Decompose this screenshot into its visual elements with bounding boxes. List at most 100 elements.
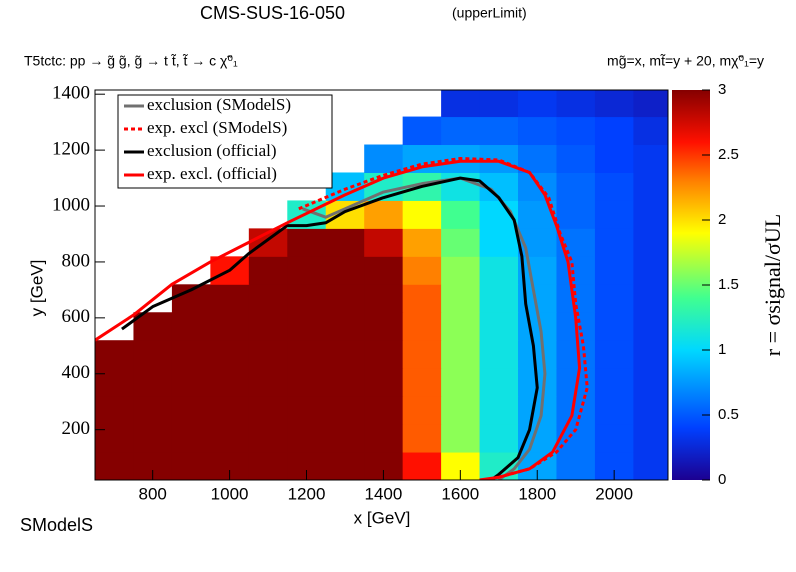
chart-title: CMS-SUS-16-050 bbox=[200, 3, 345, 23]
heatmap-cell bbox=[287, 340, 327, 369]
heatmap-cell bbox=[556, 424, 596, 453]
heatmap-cell bbox=[95, 340, 134, 369]
contour-line bbox=[121, 176, 539, 480]
heatmap-cell bbox=[364, 424, 404, 453]
heatmap-cell bbox=[441, 200, 481, 229]
heatmap-cell bbox=[633, 172, 668, 201]
y-tick-label: 200 bbox=[62, 418, 91, 439]
heatmap-cell bbox=[441, 340, 481, 369]
heatmap-cell bbox=[364, 284, 404, 313]
heatmap-cell bbox=[95, 452, 134, 480]
heatmap-cell bbox=[594, 200, 634, 229]
heatmap-cell bbox=[325, 284, 365, 313]
heatmap-cell bbox=[594, 116, 634, 146]
heatmap-cell bbox=[479, 144, 519, 173]
heatmap-cell bbox=[633, 340, 668, 369]
heatmap-cell bbox=[633, 452, 668, 480]
heatmap-cell bbox=[364, 256, 404, 285]
heatmap-cell bbox=[171, 424, 211, 453]
heatmap-cell bbox=[633, 284, 668, 313]
heatmap-cell bbox=[402, 368, 442, 397]
heatmap-cell bbox=[402, 312, 442, 341]
heatmap-cell bbox=[133, 396, 173, 425]
heatmap-cell bbox=[325, 396, 365, 425]
heatmap-cell bbox=[518, 90, 557, 118]
heatmap-cell bbox=[633, 396, 668, 425]
heatmap-cell bbox=[171, 368, 211, 397]
heatmap-cell bbox=[441, 284, 481, 313]
heatmap-cell bbox=[479, 368, 519, 397]
heatmap-cell bbox=[594, 172, 634, 201]
heatmap-cell bbox=[556, 144, 596, 173]
z-tick-label: 2 bbox=[718, 211, 726, 228]
heatmap-cell bbox=[479, 228, 519, 257]
heatmap-cell bbox=[518, 340, 557, 369]
heatmap-cell bbox=[248, 256, 288, 285]
heatmap-cell bbox=[171, 396, 211, 425]
heatmap-cell bbox=[441, 228, 481, 257]
legend-label: exclusion (SModelS) bbox=[147, 95, 291, 114]
heatmap-cell bbox=[633, 144, 668, 173]
heatmap-cell bbox=[325, 256, 365, 285]
z-tick-label: 1.5 bbox=[718, 276, 739, 293]
heatmap-cell bbox=[402, 452, 442, 480]
heatmap-cell bbox=[556, 200, 596, 229]
heatmap-cell bbox=[210, 340, 250, 369]
heatmap-cell bbox=[171, 312, 211, 341]
heatmap-cell bbox=[594, 90, 634, 118]
heatmap-cell bbox=[287, 284, 327, 313]
heatmap-cell bbox=[287, 256, 327, 285]
contour-line bbox=[95, 159, 582, 480]
heatmap-cell bbox=[95, 424, 134, 453]
logo: SModelS bbox=[20, 515, 93, 535]
heatmap-cell bbox=[402, 396, 442, 425]
x-tick-label: 1000 bbox=[211, 484, 249, 503]
heatmap-cell bbox=[364, 144, 404, 173]
z-tick-label: 0 bbox=[718, 471, 726, 488]
heatmap-cell bbox=[441, 256, 481, 285]
heatmap-cell bbox=[556, 452, 596, 480]
x-tick-label: 2000 bbox=[595, 484, 633, 503]
y-axis-label: y [GeV] bbox=[27, 260, 46, 317]
heatmap-cell bbox=[364, 312, 404, 341]
y-tick-label: 1200 bbox=[52, 138, 90, 159]
y-tick-label: 600 bbox=[62, 306, 91, 327]
heatmap-cell bbox=[325, 228, 365, 257]
heatmap-cell bbox=[518, 116, 557, 146]
heatmap-cell bbox=[402, 228, 442, 257]
heatmap-cell bbox=[248, 424, 288, 453]
heatmap-cell bbox=[633, 116, 668, 146]
heatmap-cell bbox=[518, 396, 557, 425]
heatmap-cell bbox=[248, 396, 288, 425]
y-tick-label: 400 bbox=[62, 362, 91, 383]
x-tick-label: 800 bbox=[138, 484, 166, 503]
heatmap-cell bbox=[402, 116, 442, 146]
heatmap-cell bbox=[287, 424, 327, 453]
heatmap-cell bbox=[95, 396, 134, 425]
heatmap-cell bbox=[479, 340, 519, 369]
process-label: T5tctc: pp → g̃ g̃, g̃ → t t̃, t̃ → c χ̃… bbox=[24, 53, 238, 69]
heatmap-cell bbox=[518, 144, 557, 173]
heatmap-cell bbox=[518, 172, 557, 201]
heatmap-cell bbox=[594, 256, 634, 285]
heatmap-cell bbox=[364, 200, 404, 229]
heatmap-cell bbox=[210, 424, 250, 453]
heatmap-cell bbox=[287, 396, 327, 425]
heatmap-cell bbox=[364, 368, 404, 397]
heatmap-cell bbox=[325, 424, 365, 453]
heatmap-cell bbox=[594, 340, 634, 369]
heatmap-cell bbox=[325, 452, 365, 480]
heatmap-cell bbox=[210, 312, 250, 341]
heatmap-cell bbox=[133, 368, 173, 397]
contours bbox=[95, 156, 589, 480]
heatmap-cell bbox=[479, 312, 519, 341]
heatmap-cell bbox=[248, 452, 288, 480]
heatmap-cell bbox=[441, 90, 481, 118]
heatmap-cell bbox=[479, 284, 519, 313]
heatmap-cell bbox=[325, 312, 365, 341]
heatmap-cell bbox=[402, 424, 442, 453]
heatmap-cell bbox=[633, 200, 668, 229]
heatmap-cell bbox=[402, 340, 442, 369]
z-axis-label: r = σsignal/σUL bbox=[760, 214, 785, 356]
z-tick-label: 1 bbox=[718, 341, 726, 358]
